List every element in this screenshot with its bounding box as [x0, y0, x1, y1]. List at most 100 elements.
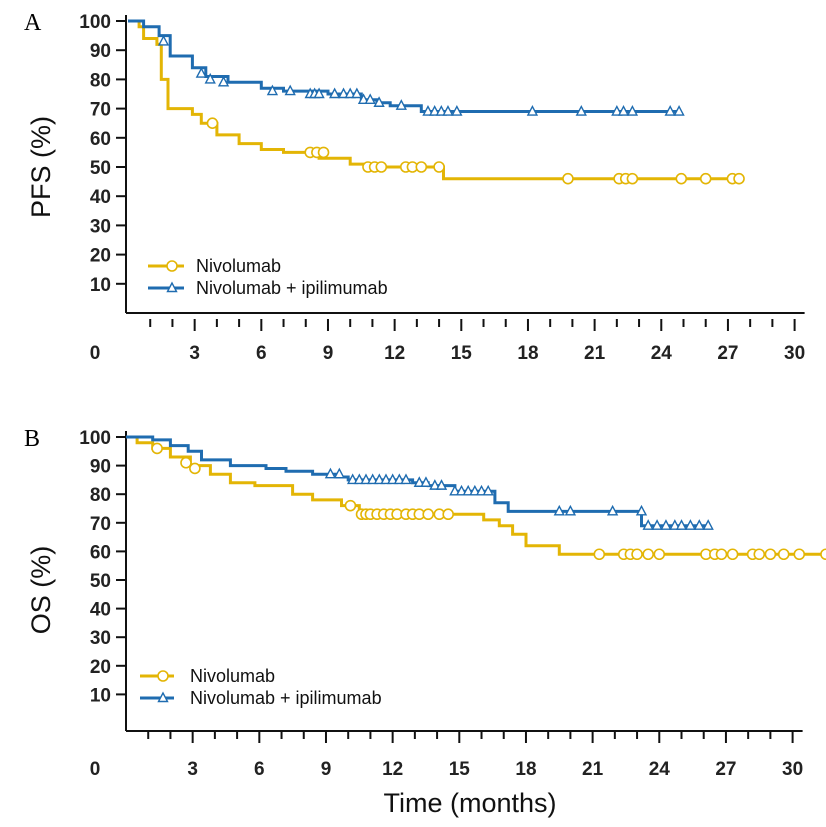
panel-b-censor-mark	[386, 473, 399, 485]
panel-a-legend-label: Nivolumab	[196, 256, 281, 276]
panel-a-legend-label: Nivolumab + ipilimumab	[196, 278, 388, 298]
panel-a-censor-mark	[626, 172, 639, 185]
panel-a-y-tick-label: 60	[90, 129, 111, 150]
panel-a-y-tick-label: 30	[90, 216, 111, 237]
panel-b-censor-mark	[189, 462, 201, 475]
panel-b-legend-item: Nivolumab	[140, 666, 275, 686]
panel-a-y-axis-title: PFS (%)	[26, 116, 56, 218]
panel-a-censor-mark	[195, 67, 207, 78]
panel-b-censor-mark	[669, 519, 681, 530]
panel-a-censor-mark	[204, 72, 216, 84]
panel-a-x-tick-label: 30	[784, 343, 805, 364]
panel-a-pfs-chart: A 10 20 30 40 50 60 70 80 90 100 0 3 6 9 12 15 18 21 24 27 30…	[24, 10, 805, 364]
panel-b-censor-mark	[180, 456, 192, 469]
panel-a-censor-mark	[699, 172, 712, 185]
panel-b-y-tick-label: 30	[90, 628, 111, 649]
panel-a-censor-mark	[428, 105, 441, 116]
panel-b-censor-mark	[366, 473, 379, 485]
panel-a-series-line	[128, 19, 744, 181]
panel-a-censor-mark	[617, 105, 630, 116]
panel-b-legend-label: Nivolumab + ipilimumab	[190, 688, 382, 708]
panel-b-censor-mark	[764, 548, 777, 561]
panel-b-censor-mark	[753, 548, 766, 561]
panel-b-censor-mark	[651, 519, 663, 530]
panel-a-censor-mark	[364, 93, 376, 105]
panel-a-censor-mark	[395, 99, 407, 110]
panel-b-x-tick-label: 21	[582, 759, 604, 780]
panel-a-y-tick-label: 20	[90, 246, 111, 267]
panel-b-series-line	[126, 435, 709, 528]
panel-b-legend-marker	[157, 691, 169, 703]
panel-a-x-tick-label: 0	[90, 343, 101, 364]
panel-a-censor-mark	[157, 34, 170, 46]
panel-a-x-tick-label: 3	[189, 343, 200, 364]
panel-b-censor-mark	[693, 519, 705, 530]
panel-b-censor-mark	[660, 519, 672, 530]
panel-b-censor-mark	[442, 508, 454, 521]
panel-a-censor-mark	[351, 87, 363, 99]
panel-b-series-nivolumab-ipilimumab	[126, 435, 714, 530]
panel-a-legend-marker	[166, 281, 178, 293]
panel-b-censor-mark	[420, 476, 432, 487]
panel-b-x-tick-label: 9	[321, 759, 332, 780]
panel-a-censor-mark	[664, 105, 676, 116]
panel-b-x-tick-label: 12	[382, 759, 403, 780]
panel-b-x-tick-label: 30	[782, 759, 803, 780]
panel-b-x-tick-label: 15	[449, 759, 471, 780]
panel-a-censor-mark	[344, 87, 356, 99]
panel-a-series-line	[128, 19, 680, 113]
panel-a-censor-mark	[733, 172, 745, 185]
panel-a-y-tick-label: 80	[90, 70, 111, 91]
panel-a-x-tick-label: 21	[584, 343, 606, 364]
panel-b-censor-mark	[455, 484, 468, 496]
panel-a-censor-mark	[375, 161, 388, 173]
panel-b-censor-mark	[553, 504, 565, 516]
panel-b-censor-mark	[593, 548, 606, 561]
panel-b-y-tick-label: 70	[90, 514, 111, 535]
panel-a-y-tick-label: 50	[90, 158, 111, 179]
panel-a-censor-mark	[611, 105, 623, 116]
panel-a-censor-mark	[673, 105, 685, 116]
panel-b-censor-mark	[475, 484, 488, 496]
panel-a-censor-mark	[373, 96, 385, 107]
panel-b-censor-mark	[400, 473, 412, 485]
panel-a-y-tick-label: 40	[90, 187, 111, 208]
panel-a-x-tick-label: 15	[451, 343, 473, 364]
panel-b-censor-mark	[635, 504, 648, 516]
panel-b-y-tick-label: 60	[90, 542, 111, 563]
panel-a-y-tick-label: 70	[90, 100, 111, 121]
panel-b-censor-mark	[393, 473, 405, 485]
panel-a-censor-mark	[313, 87, 325, 99]
panel-b-censor-mark	[344, 499, 357, 512]
panel-b-label: B	[24, 426, 40, 452]
panel-b-y-tick-label: 10	[90, 685, 111, 706]
panel-a-censor-mark	[317, 146, 330, 159]
panel-a-series-nivolumab-ipilimumab	[128, 19, 685, 116]
panel-b-censor-mark	[715, 548, 728, 561]
panel-a-censor-mark	[284, 84, 296, 96]
panel-b-legend-label: Nivolumab	[190, 666, 275, 686]
panel-b-censor-mark	[429, 479, 441, 490]
panel-b-censor-mark	[564, 504, 577, 516]
panel-b-censor-mark	[353, 473, 365, 485]
panel-b-series-nivolumab	[126, 435, 826, 561]
panel-b-censor-mark	[793, 548, 806, 561]
panel-a-x-tick-label: 12	[384, 343, 405, 364]
panel-a-y-tick-label: 100	[79, 12, 111, 33]
panel-b-censor-mark	[684, 519, 697, 530]
panel-b-censor-mark	[631, 548, 643, 561]
panel-b-x-tick-label: 27	[715, 759, 736, 780]
panel-a-censor-mark	[526, 105, 539, 116]
panel-a-censor-mark	[433, 161, 445, 173]
panel-b-legend-marker	[157, 670, 169, 682]
panel-b-y-tick-label: 20	[90, 657, 111, 678]
panel-b-legend-item: Nivolumab + ipilimumab	[140, 688, 382, 708]
panel-b-censor-mark	[435, 479, 448, 490]
panel-b-x-tick-label: 18	[515, 759, 536, 780]
panel-a-legend-marker	[166, 260, 178, 272]
panel-b-censor-mark	[642, 519, 654, 530]
panel-b-censor-mark	[482, 484, 494, 496]
panel-b-censor-mark	[462, 484, 474, 496]
panel-a-censor-mark	[266, 84, 279, 96]
